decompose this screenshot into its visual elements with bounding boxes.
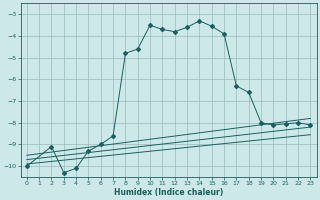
X-axis label: Humidex (Indice chaleur): Humidex (Indice chaleur) — [114, 188, 223, 197]
